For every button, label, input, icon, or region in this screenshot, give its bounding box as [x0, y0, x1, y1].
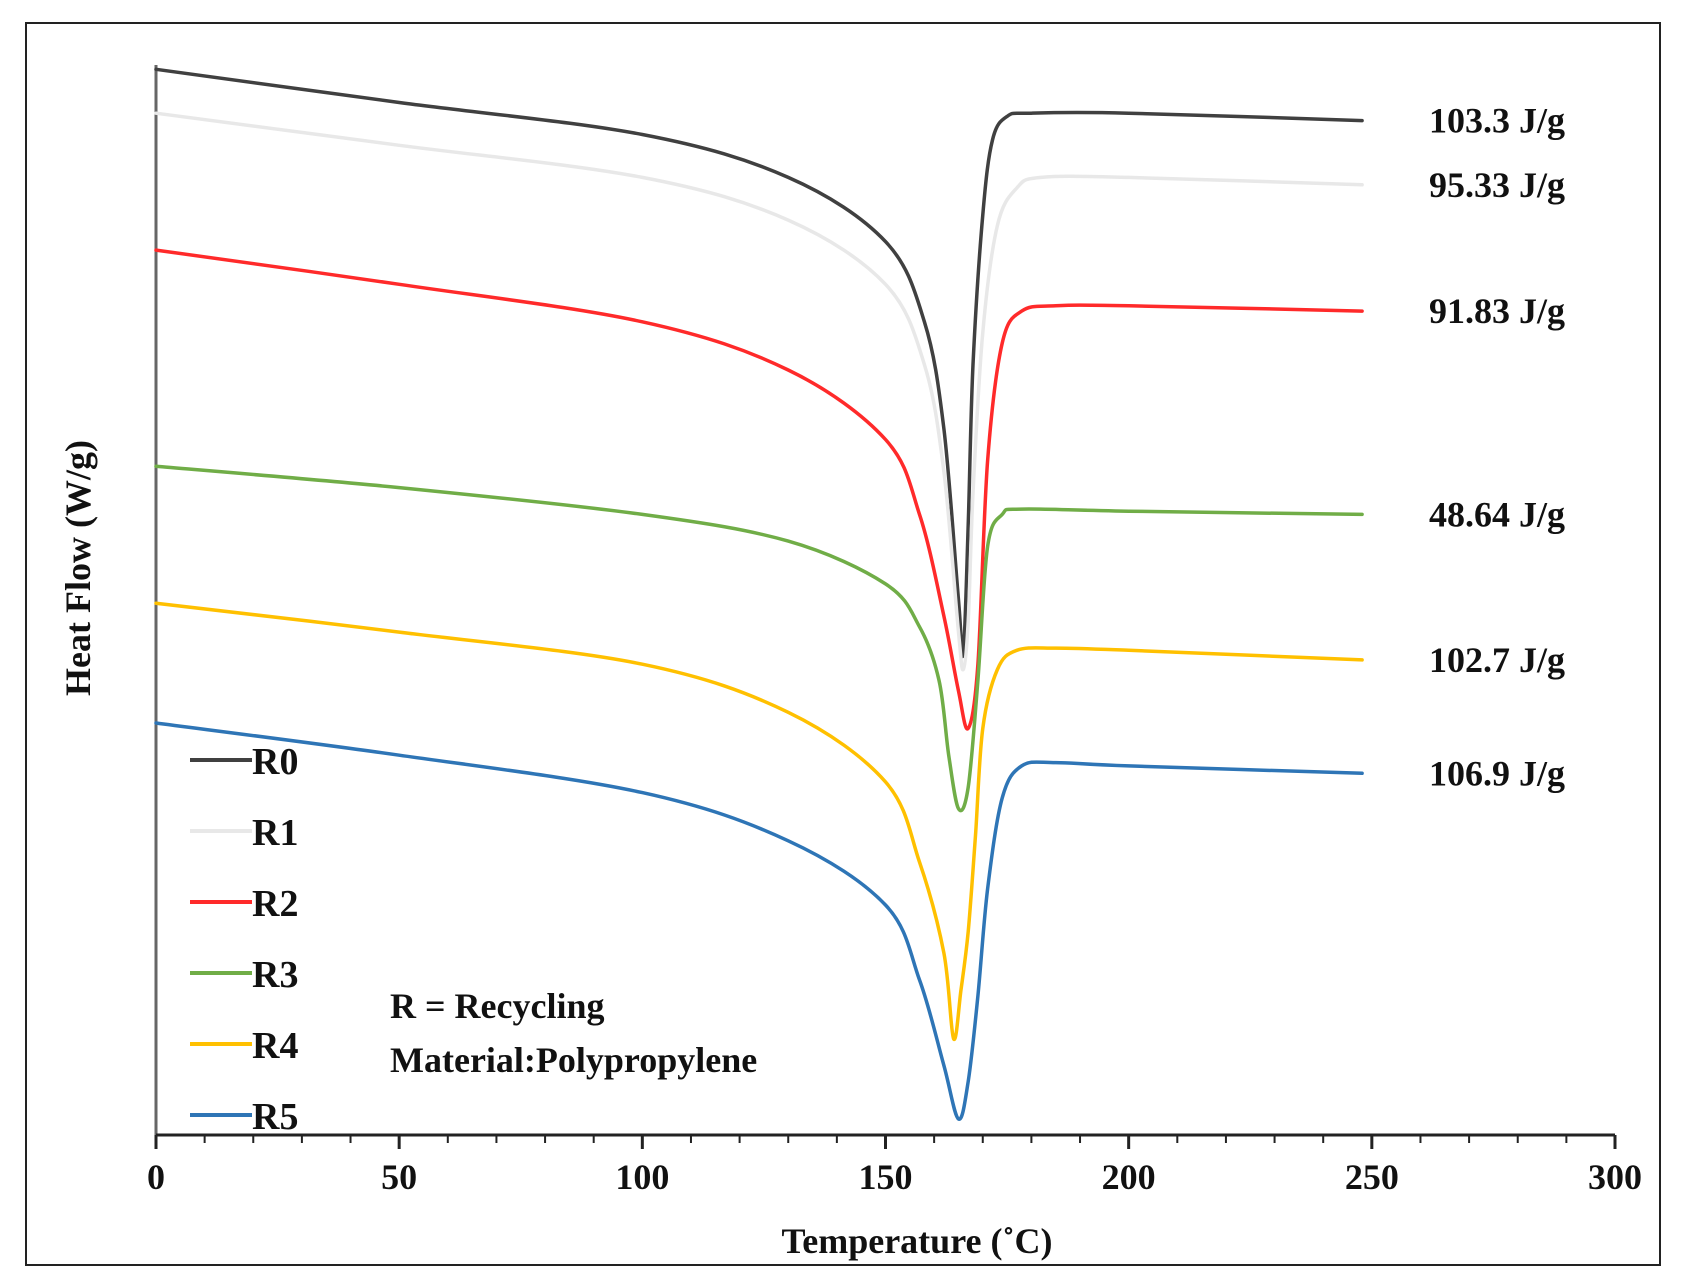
x-tick-labels: 0 50 100 150 200 250 300 [147, 1157, 1642, 1197]
enthalpy-label-r2: 91.83 J/g [1429, 291, 1565, 331]
x-tick-label: 200 [1102, 1157, 1156, 1197]
legend: R0 R1 R2 R3 R4 R5 [190, 741, 298, 1138]
series-layer [154, 67, 1364, 1121]
x-tick-label: 250 [1345, 1157, 1399, 1197]
annotation-recycling: R = Recycling [390, 986, 604, 1026]
enthalpy-label-r4: 102.7 J/g [1429, 640, 1565, 680]
legend-label-r4: R4 [252, 1025, 298, 1067]
legend-label-r0: R0 [252, 741, 298, 783]
y-axis-title: Heat Flow (W/g) [58, 440, 98, 696]
x-tick-label: 0 [147, 1157, 165, 1197]
series-line-r1 [154, 111, 1364, 672]
enthalpy-label-r5: 106.9 J/g [1429, 753, 1565, 793]
series-line-r3 [154, 464, 1364, 813]
chart-frame [25, 22, 1661, 1266]
legend-label-r2: R2 [252, 883, 298, 925]
series-line-r5 [154, 721, 1364, 1121]
enthalpy-label-r1: 95.33 J/g [1429, 165, 1565, 205]
x-tick-label: 300 [1588, 1157, 1642, 1197]
x-tick-label: 100 [615, 1157, 669, 1197]
series-line-r0 [154, 67, 1364, 658]
x-tick-label: 150 [859, 1157, 913, 1197]
x-tick-label: 50 [381, 1157, 417, 1197]
enthalpy-label-r3: 48.64 J/g [1429, 494, 1565, 534]
axes [154, 65, 1617, 1149]
legend-label-r5: R5 [252, 1096, 298, 1138]
enthalpy-label-r0: 103.3 J/g [1429, 101, 1565, 141]
legend-label-r1: R1 [252, 812, 298, 854]
x-axis-title: Temperature (˚C) [782, 1221, 1053, 1261]
legend-label-r3: R3 [252, 954, 298, 996]
series-line-r4 [154, 601, 1364, 1041]
enthalpy-labels: 103.3 J/g 95.33 J/g 91.83 J/g 48.64 J/g 102.… [1429, 101, 1565, 794]
series-line-r2 [154, 248, 1364, 731]
annotation-material: Material:Polypropylene [390, 1040, 757, 1080]
